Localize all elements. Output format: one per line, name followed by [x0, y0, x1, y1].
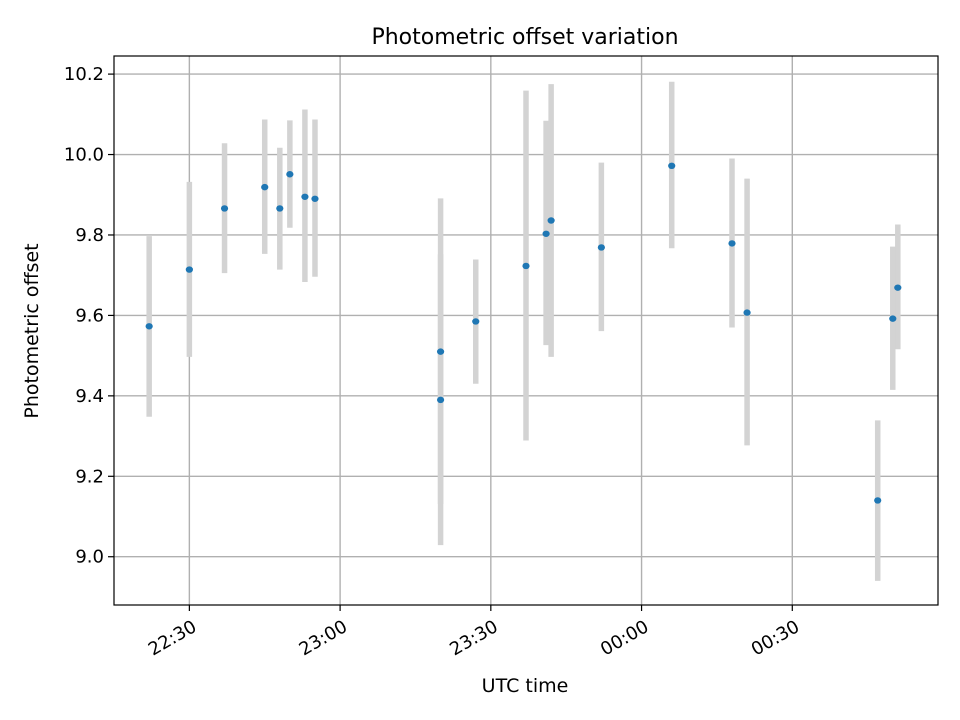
- y-tick-label: 10.2: [64, 64, 104, 85]
- y-axis-label: Photometric offset: [21, 243, 43, 418]
- data-point: [311, 195, 319, 202]
- y-tick-label: 9.6: [75, 305, 104, 326]
- data-point: [547, 217, 555, 224]
- y-tick-label: 10.0: [64, 145, 104, 166]
- chart-title: Photometric offset variation: [371, 25, 678, 50]
- data-point: [542, 230, 550, 237]
- data-point: [743, 309, 751, 316]
- data-point: [668, 162, 676, 169]
- data-point: [145, 323, 153, 330]
- data-point: [874, 497, 882, 504]
- y-axis-ticks: 9.0 9.2 9.4 9.6 9.8 10.0 10.2: [64, 64, 114, 568]
- data-points: [145, 162, 902, 504]
- y-tick-label: 9.8: [75, 225, 104, 246]
- y-tick-label: 9.2: [75, 466, 104, 487]
- data-point: [597, 244, 605, 251]
- data-point: [889, 315, 897, 322]
- data-point: [472, 318, 480, 325]
- data-point: [286, 171, 294, 178]
- data-point: [185, 266, 193, 273]
- x-axis-label: UTC time: [482, 675, 569, 697]
- data-point: [522, 262, 530, 270]
- data-point: [436, 396, 445, 404]
- data-point: [220, 205, 229, 212]
- y-tick-label: 9.0: [75, 547, 104, 568]
- data-point: [276, 205, 284, 212]
- plot-frame: [113, 55, 939, 606]
- data-point: [301, 193, 309, 200]
- data-point: [728, 240, 736, 247]
- data-point: [894, 284, 902, 291]
- y-tick-label: 9.4: [75, 386, 104, 407]
- data-point: [261, 183, 269, 191]
- data-point: [436, 348, 445, 355]
